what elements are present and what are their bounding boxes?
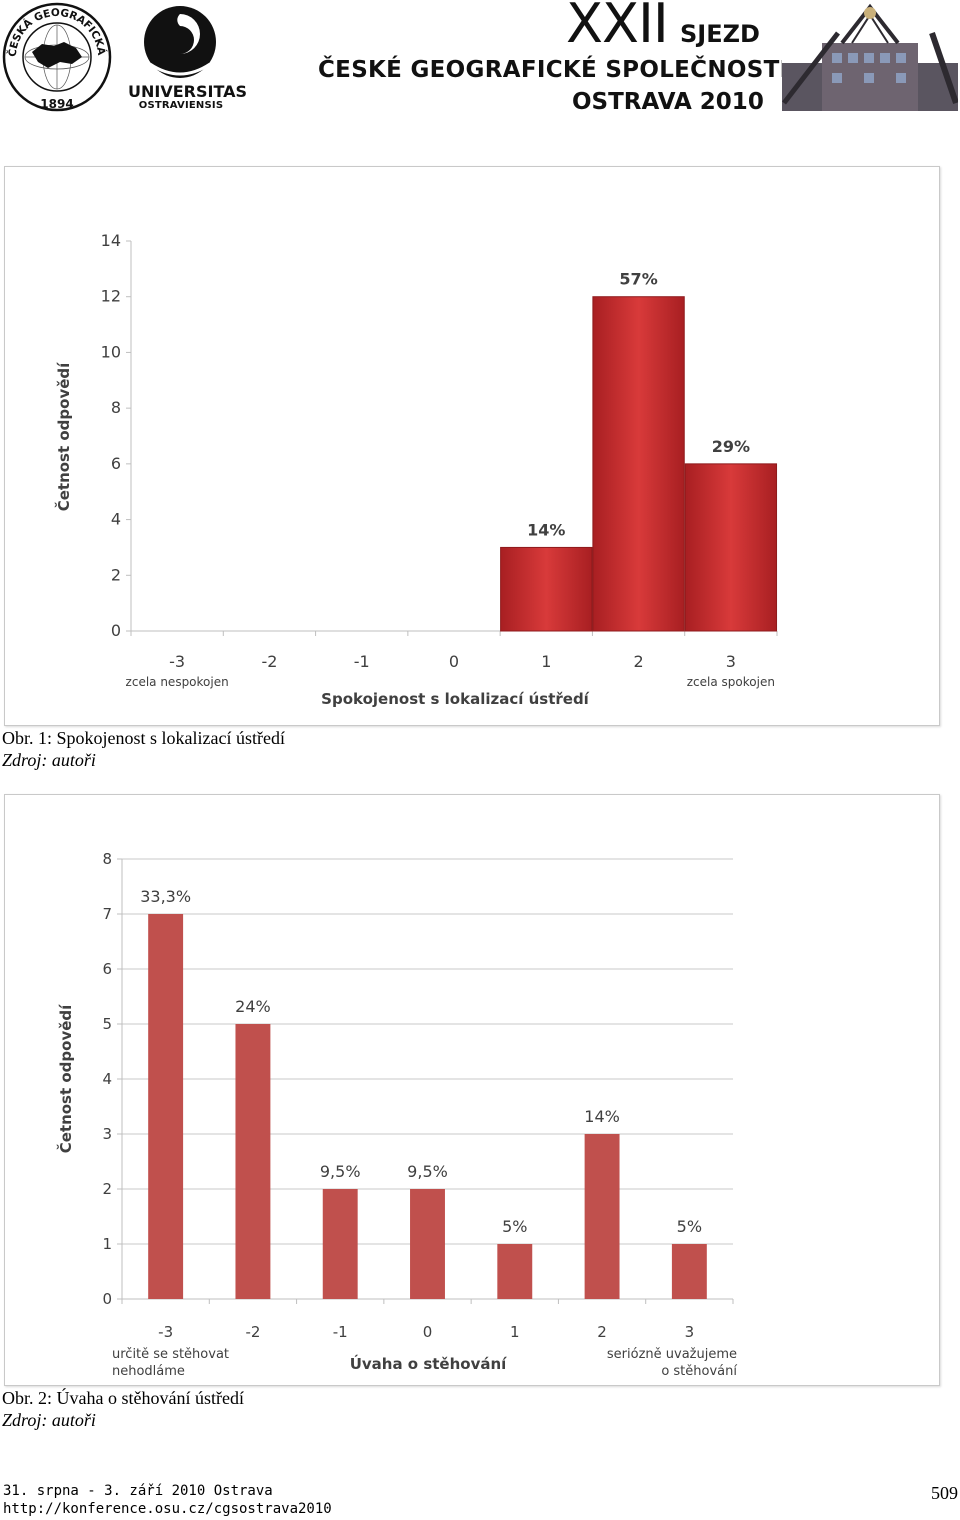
page-number: 509	[931, 1483, 958, 1503]
data-label: 5%	[502, 1217, 527, 1236]
x-axis-title: Úvaha o stěhování	[350, 1354, 507, 1373]
x-tick-label: -2	[245, 1323, 260, 1341]
x-tick-label: -3	[158, 1323, 173, 1341]
x-tick-label: 3	[726, 652, 736, 671]
figure-2-caption: Obr. 2: Úvaha o stěhování ústředí	[2, 1388, 244, 1408]
y-tick-label: 0	[111, 621, 121, 640]
y-tick-label: 14	[101, 231, 121, 250]
x-axis-title: Spokojenost s lokalizací ústředí	[321, 690, 590, 708]
bar	[592, 296, 685, 632]
x-sublabel: seriózně uvažujeme	[607, 1347, 737, 1362]
congress-number: XXII	[566, 0, 669, 55]
chart-1-panel: 0 2 4 6 8 10 12 14 -3 -2 -1 0 14% 1 57% 2 29% 3 zcela spok…	[4, 166, 940, 726]
figure-1-caption: Obr. 1: Spokojenost s lokalizací ústředí	[2, 728, 285, 748]
x-tick-label: 1	[510, 1323, 520, 1341]
y-axis-title: Četnost odpovědí	[56, 1004, 75, 1153]
x-sublabel: zcela spokojen	[687, 675, 775, 689]
data-label: 24%	[235, 997, 271, 1016]
bar	[322, 1189, 358, 1299]
y-tick-label: 1	[102, 1235, 112, 1253]
figure-2-source: Zdroj: autoři	[2, 1410, 96, 1430]
y-tick-label: 3	[102, 1125, 112, 1143]
x-tick-label: 2	[597, 1323, 607, 1341]
bar	[584, 1134, 620, 1299]
chart-2-panel: 0 1 2 3 4 5 6 7 8 33,3% -3 24% -2 9,5% -1 9,5% 0 5% 1 14% 2 5…	[4, 794, 940, 1386]
chart-2-svg: 0 1 2 3 4 5 6 7 8 33,3% -3 24% -2 9,5% -1 9,5% 0 5% 1 14% 2 5…	[56, 850, 737, 1379]
x-sublabel: nehodláme	[112, 1364, 185, 1379]
university-name: UNIVERSITAS	[128, 82, 248, 101]
y-tick-label: 2	[102, 1180, 112, 1198]
page-header: ČESKÁ GEOGRAFICKÁ SPOLEČNOST 1894 UNIVER…	[0, 0, 960, 120]
city-year: OSTRAVA 2010	[572, 89, 764, 115]
y-tick-label: 7	[102, 905, 112, 923]
seal-year: 1894	[40, 97, 73, 111]
bar	[148, 914, 184, 1299]
y-tick-label: 4	[111, 510, 121, 529]
bar	[671, 1244, 707, 1299]
y-tick-label: 0	[102, 1290, 112, 1308]
society-name: ČESKÉ GEOGRAFICKÉ SPOLEČNOSTI	[318, 57, 789, 83]
x-sublabel: zcela nespokojen	[126, 675, 229, 689]
y-tick-label: 5	[102, 1015, 112, 1033]
x-tick-label: 2	[633, 652, 643, 671]
x-tick-label: 0	[449, 652, 459, 671]
y-tick-label: 8	[102, 850, 112, 868]
x-tick-label: -3	[169, 652, 185, 671]
bar	[500, 546, 593, 632]
data-label: 14%	[584, 1107, 620, 1126]
congress-word: SJEZD	[680, 20, 760, 48]
data-label: 57%	[619, 270, 657, 289]
geographic-society-seal-logo: ČESKÁ GEOGRAFICKÁ SPOLEČNOST 1894	[2, 2, 112, 112]
bar	[410, 1189, 445, 1299]
bar	[497, 1244, 533, 1299]
x-tick-label: -1	[333, 1323, 348, 1341]
data-label: 9,5%	[407, 1162, 448, 1181]
university-subname: OSTRAVIENSIS	[138, 100, 224, 111]
x-tick-label: -2	[261, 652, 277, 671]
y-tick-label: 8	[111, 398, 121, 417]
y-tick-label: 2	[111, 565, 121, 584]
data-label: 9,5%	[320, 1162, 361, 1181]
y-tick-label: 6	[111, 454, 121, 473]
x-sublabel: určitě se stěhovat	[112, 1347, 229, 1362]
x-tick-label: -1	[354, 652, 370, 671]
mine-tower-photo	[782, 3, 958, 111]
data-label: 33,3%	[140, 887, 191, 906]
bar	[235, 1024, 271, 1299]
x-sublabel: o stěhování	[661, 1364, 737, 1379]
data-label: 5%	[677, 1217, 702, 1236]
bar	[684, 463, 778, 632]
x-tick-label: 3	[685, 1323, 695, 1341]
data-label: 29%	[712, 437, 750, 456]
y-tick-label: 10	[101, 342, 121, 361]
x-tick-label: 0	[423, 1323, 433, 1341]
footer-url: http://konference.osu.cz/cgsostrava2010	[3, 1501, 332, 1517]
chart-1-svg: 0 2 4 6 8 10 12 14 -3 -2 -1 0 14% 1 57% 2 29% 3 zcela spok…	[54, 231, 778, 708]
y-axis-title: Četnost odpovědí	[54, 362, 73, 511]
y-tick-label: 6	[102, 960, 112, 978]
y-tick-label: 12	[101, 287, 121, 306]
footer-date: 31. srpna - 3. září 2010 Ostrava	[3, 1483, 273, 1499]
data-label: 14%	[527, 520, 565, 539]
x-tick-label: 1	[541, 652, 551, 671]
universitas-ostraviensis-emblem	[144, 6, 216, 78]
figure-1-source: Zdroj: autoři	[2, 750, 96, 770]
y-tick-label: 4	[102, 1070, 112, 1088]
